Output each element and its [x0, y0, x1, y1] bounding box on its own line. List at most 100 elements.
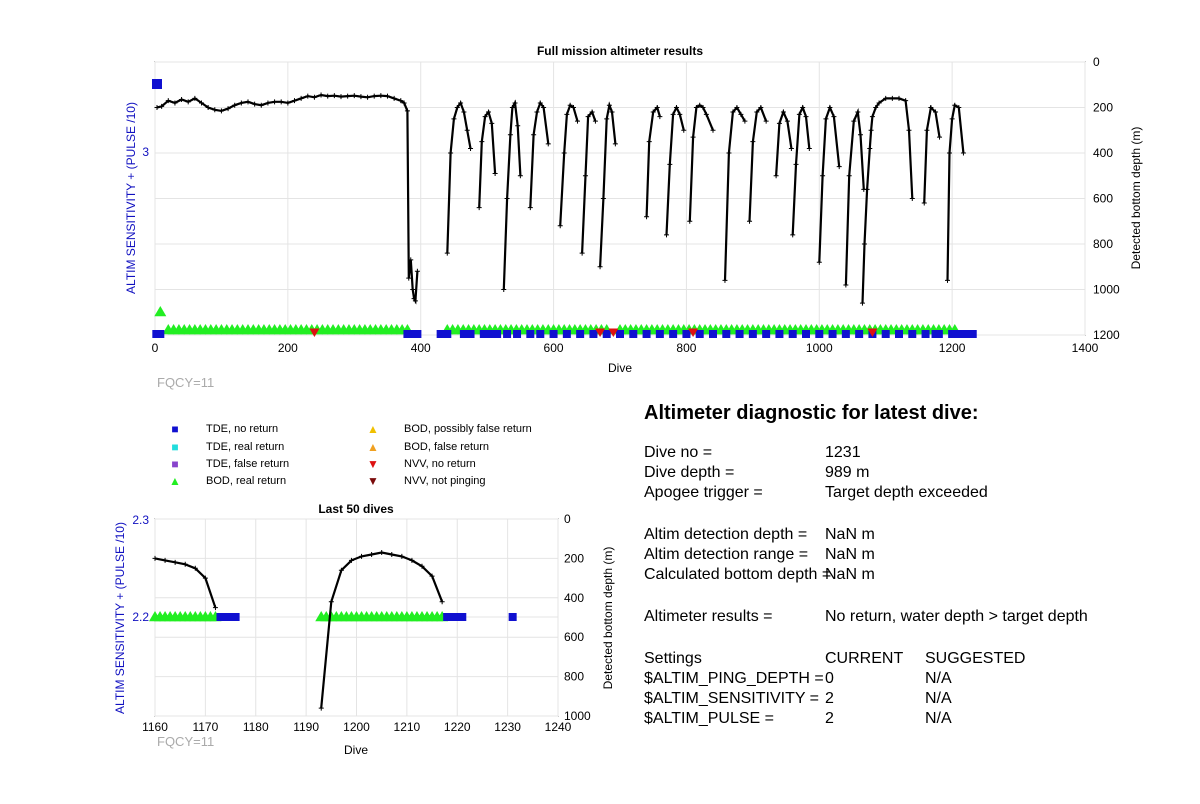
x-tick-label: 1400 [1072, 341, 1099, 355]
purple-square-icon: ■ [171, 457, 179, 471]
legend-label: NVV, not pinging [404, 475, 486, 487]
x-tick-label: 1190 [293, 720, 319, 734]
main-y-axis-label-left: ALTIM SENSITIVITY + (PULSE /10) [124, 102, 138, 294]
depth-point [476, 205, 482, 211]
depth-series-line [791, 104, 811, 235]
depth-point [846, 173, 852, 179]
depth-point [202, 575, 208, 581]
depth-point [172, 559, 178, 565]
depth-point [468, 145, 474, 151]
depth-series-line [446, 100, 472, 254]
det-depth-label: Altim detection depth = [644, 526, 808, 543]
y-right-tick-label: 1000 [564, 709, 591, 723]
x-tick-label: 1210 [394, 720, 421, 734]
pulse-suggested: N/A [925, 710, 952, 727]
main-fqcy-annotation: FQCY=11 [157, 375, 214, 390]
y-right-tick-label: 200 [1093, 101, 1113, 115]
y-right-tick-label: 400 [564, 591, 584, 605]
depth-point [750, 139, 756, 145]
current-label: CURRENT [825, 650, 904, 667]
depth-point [272, 99, 278, 105]
tde-no-return-marker [443, 330, 452, 338]
depth-point [461, 109, 467, 115]
depth-point [537, 100, 543, 106]
depth-point [592, 118, 598, 124]
depth-point [464, 127, 470, 133]
depth-point [225, 106, 231, 112]
depth-point [579, 250, 585, 256]
depth-point [597, 264, 603, 270]
depth-point [896, 95, 902, 101]
depth-point [843, 282, 849, 288]
depth-point [165, 98, 171, 104]
y-right-tick-label: 200 [564, 551, 584, 565]
depth-point [172, 100, 178, 106]
depth-point [365, 94, 371, 100]
depth-point [780, 109, 786, 115]
depth-series-line [559, 103, 579, 226]
depth-point [836, 164, 842, 170]
tde-no-return-marker [788, 330, 797, 338]
cyan-square-icon: ■ [171, 440, 179, 454]
depth-point [179, 97, 185, 103]
depth-point [816, 259, 822, 265]
pulse-current: 2 [825, 710, 834, 727]
depth-point [564, 111, 570, 117]
depth-point [345, 93, 351, 99]
depth-point [677, 111, 683, 117]
depth-point [444, 250, 450, 256]
depth-point [489, 120, 495, 126]
calc-bottom-row: Calculated bottom depth = NaN m [644, 565, 1184, 585]
depth-point [867, 145, 873, 151]
depth-point [258, 102, 264, 108]
tde-no-return-marker [775, 330, 784, 338]
depth-point [351, 93, 357, 99]
tde-no-return-marker [466, 330, 475, 338]
depth-point [933, 109, 939, 115]
tde-no-return-marker [934, 330, 943, 338]
tde-no-return-marker [479, 330, 488, 338]
dive-no-value: 1231 [825, 444, 861, 461]
depth-point [664, 232, 669, 238]
det-range-row: Altim detection range = NaN m [644, 545, 1184, 565]
x-tick-label: 0 [152, 341, 159, 355]
tde-no-return-marker [616, 330, 624, 338]
main-y-axis-label-right: Detected bottom depth (m) [1129, 127, 1143, 270]
depth-point [439, 599, 445, 605]
tde-no-return-marker [448, 613, 457, 621]
depth-point [512, 100, 518, 106]
tde-no-return-marker [629, 330, 638, 338]
tde-no-return-marker [895, 330, 903, 338]
dive-depth-row: Dive depth = 989 m [644, 463, 1184, 483]
legend-item-tde-false-return: ■ TDE, false return [168, 457, 289, 471]
x-tick-label: 800 [676, 341, 696, 355]
darkred-down-triangle-icon: ▼ [367, 474, 379, 488]
tde-no-return-marker [486, 330, 495, 338]
depth-point [378, 93, 384, 99]
tde-no-return-marker [513, 330, 522, 338]
tde-no-return-marker [881, 330, 890, 338]
tde-no-return-marker [962, 330, 971, 338]
depth-point [398, 98, 404, 104]
y-left-tick-label: 3 [142, 145, 149, 159]
green-triangle-icon: ▲ [169, 474, 181, 488]
tde-no-return-marker [526, 330, 535, 338]
depth-point [657, 114, 663, 120]
tde-no-return-marker [722, 330, 731, 338]
apogee-row: Apogee trigger = Target depth exceeded [644, 483, 1184, 503]
tde-no-return-marker [735, 330, 744, 338]
depth-point [545, 141, 551, 147]
calc-bottom-value: NaN m [825, 566, 875, 583]
legend-item-bod-possibly-false: ▲ BOD, possibly false return [366, 422, 532, 436]
depth-point [667, 161, 673, 167]
sensitivity-suggested: N/A [925, 690, 952, 707]
legend-label: BOD, possibly false return [404, 423, 532, 435]
depth-point [485, 109, 491, 115]
results-row: Altimeter results = No return, water dep… [644, 607, 1184, 627]
dive-depth-value: 989 m [825, 464, 870, 481]
depth-point [873, 105, 879, 110]
nvv-no-return-marker [867, 328, 878, 337]
blue-square-icon: ■ [171, 422, 179, 436]
nvv-no-return-marker [688, 328, 699, 337]
depth-point [776, 120, 782, 126]
